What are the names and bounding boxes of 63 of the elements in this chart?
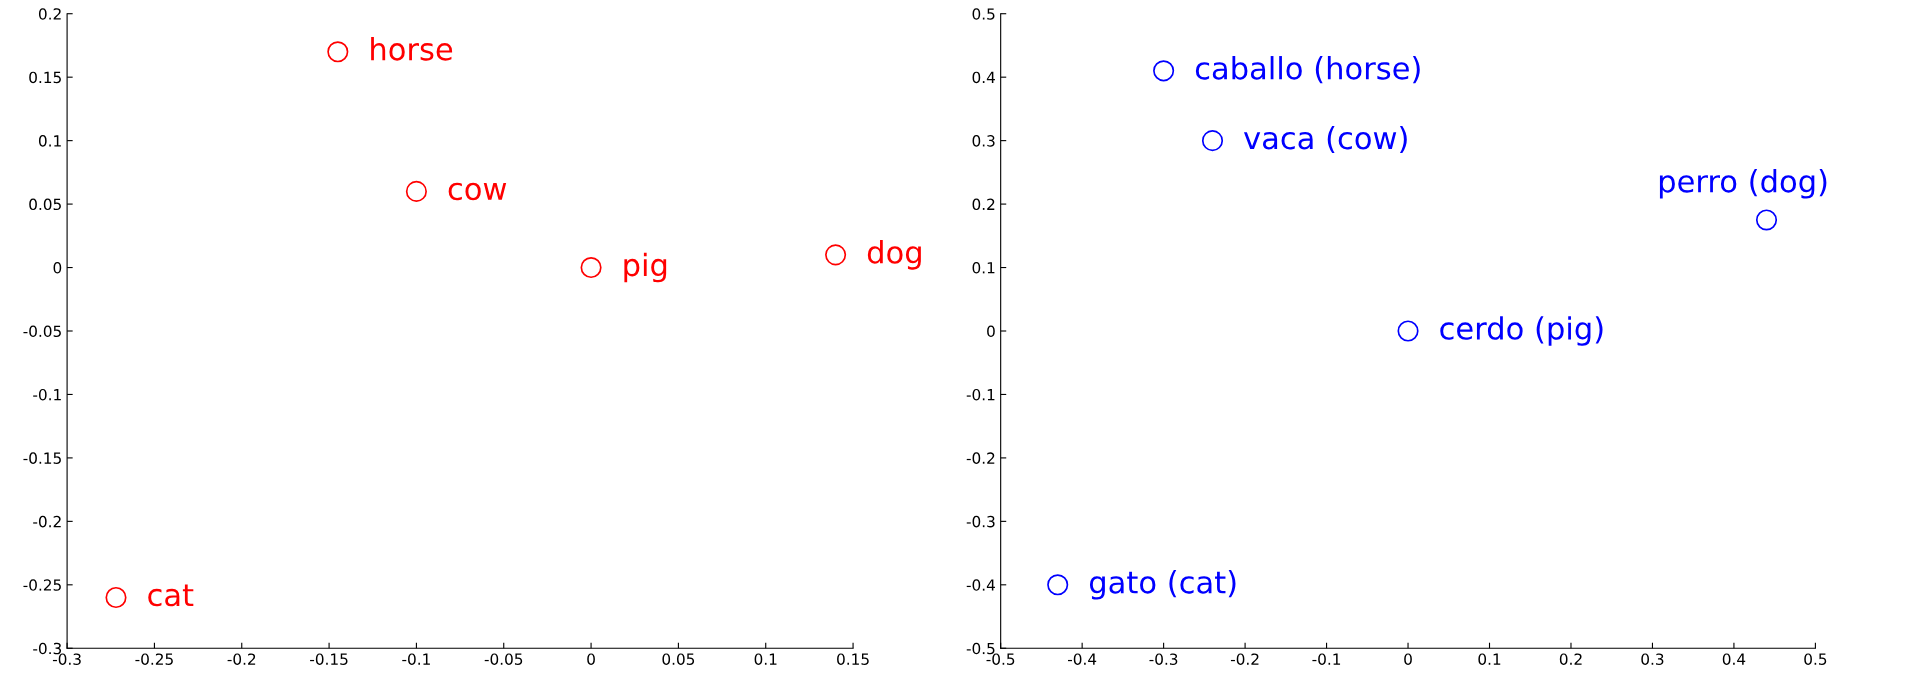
x-tick-label: 0 (1404, 653, 1412, 665)
y-tick-label: 0.2 (972, 198, 995, 211)
annotation: horse (371, 37, 453, 61)
x-tick-label: -0.2 (1230, 653, 1259, 665)
annotation: dog (867, 240, 921, 270)
x-tick-label: 0.3 (1641, 653, 1664, 665)
y-tick-label: 0 (53, 262, 62, 274)
annotation: cat (148, 584, 194, 607)
x-tick-label: -0.15 (310, 653, 348, 665)
y-tick-label: -0.3 (33, 642, 62, 655)
annotation: caballo (horse) (1195, 56, 1420, 84)
y-tick-label: -0.5 (966, 642, 995, 655)
point (1755, 209, 1778, 231)
annotation: cerdo (pig) (1440, 316, 1603, 346)
point (825, 244, 847, 266)
x-tick-label: 0.05 (662, 653, 695, 665)
annotation: pig (624, 252, 667, 283)
x-tick-label: 0.15 (837, 653, 869, 665)
point (1047, 574, 1069, 596)
x-tick-label: -0.3 (52, 653, 81, 665)
y-tick-label: 0.2 (38, 8, 61, 20)
y-tick-label: 0.1 (38, 135, 61, 147)
x-tick-label: 0 (587, 653, 595, 665)
y-tick-label: -0.3 (966, 515, 995, 528)
annotation: perro (dog) (1659, 169, 1827, 199)
annotation: cow (448, 182, 507, 201)
x-tick-label: 0.5 (1804, 653, 1827, 665)
y-tick-label: 0.4 (972, 71, 995, 84)
x-tick-label: 0.2 (1559, 653, 1582, 665)
y-tick-label: -0.25 (23, 579, 61, 591)
x-tick-label: -0.3 (1149, 653, 1178, 665)
point (1153, 60, 1175, 82)
x-tick-label: -0.1 (402, 653, 430, 665)
y-tick-label: 0.1 (972, 262, 995, 274)
x-tick-label: -0.4 (1067, 653, 1097, 665)
x-tick-label: -0.25 (135, 653, 173, 665)
y-tick-label: -0.15 (23, 452, 61, 464)
x-tick-label: 0.1 (754, 653, 777, 665)
x-tick-label: -0.1 (1312, 653, 1341, 665)
point (405, 180, 427, 202)
y-tick-label: 0.15 (29, 71, 61, 84)
x-tick-label: -0.5 (986, 653, 1015, 665)
point (1397, 320, 1419, 342)
y-tick-label: -0.4 (966, 579, 995, 591)
x-tick-label: 0.1 (1478, 653, 1501, 665)
point (1201, 130, 1224, 152)
y-tick-label: 0 (987, 325, 995, 338)
y-tick-label: -0.2 (966, 452, 995, 464)
y-tick-label: -0.1 (966, 388, 995, 401)
point (105, 586, 127, 609)
y-tick-label: -0.2 (33, 515, 61, 528)
y-tick-label: 0.05 (29, 198, 61, 211)
annotation: gato (cat) (1089, 570, 1236, 600)
x-tick-label: -0.2 (227, 653, 256, 665)
y-tick-label: 0.3 (972, 135, 995, 147)
x-tick-label: 0.4 (1722, 653, 1746, 665)
annotation: vaca (cow) (1243, 125, 1407, 154)
y-tick-label: -0.1 (33, 388, 61, 401)
y-tick-label: 0.5 (972, 8, 995, 20)
y-tick-label: -0.05 (23, 325, 61, 338)
point (580, 256, 602, 279)
x-tick-label: -0.05 (484, 653, 523, 665)
point (327, 41, 349, 63)
